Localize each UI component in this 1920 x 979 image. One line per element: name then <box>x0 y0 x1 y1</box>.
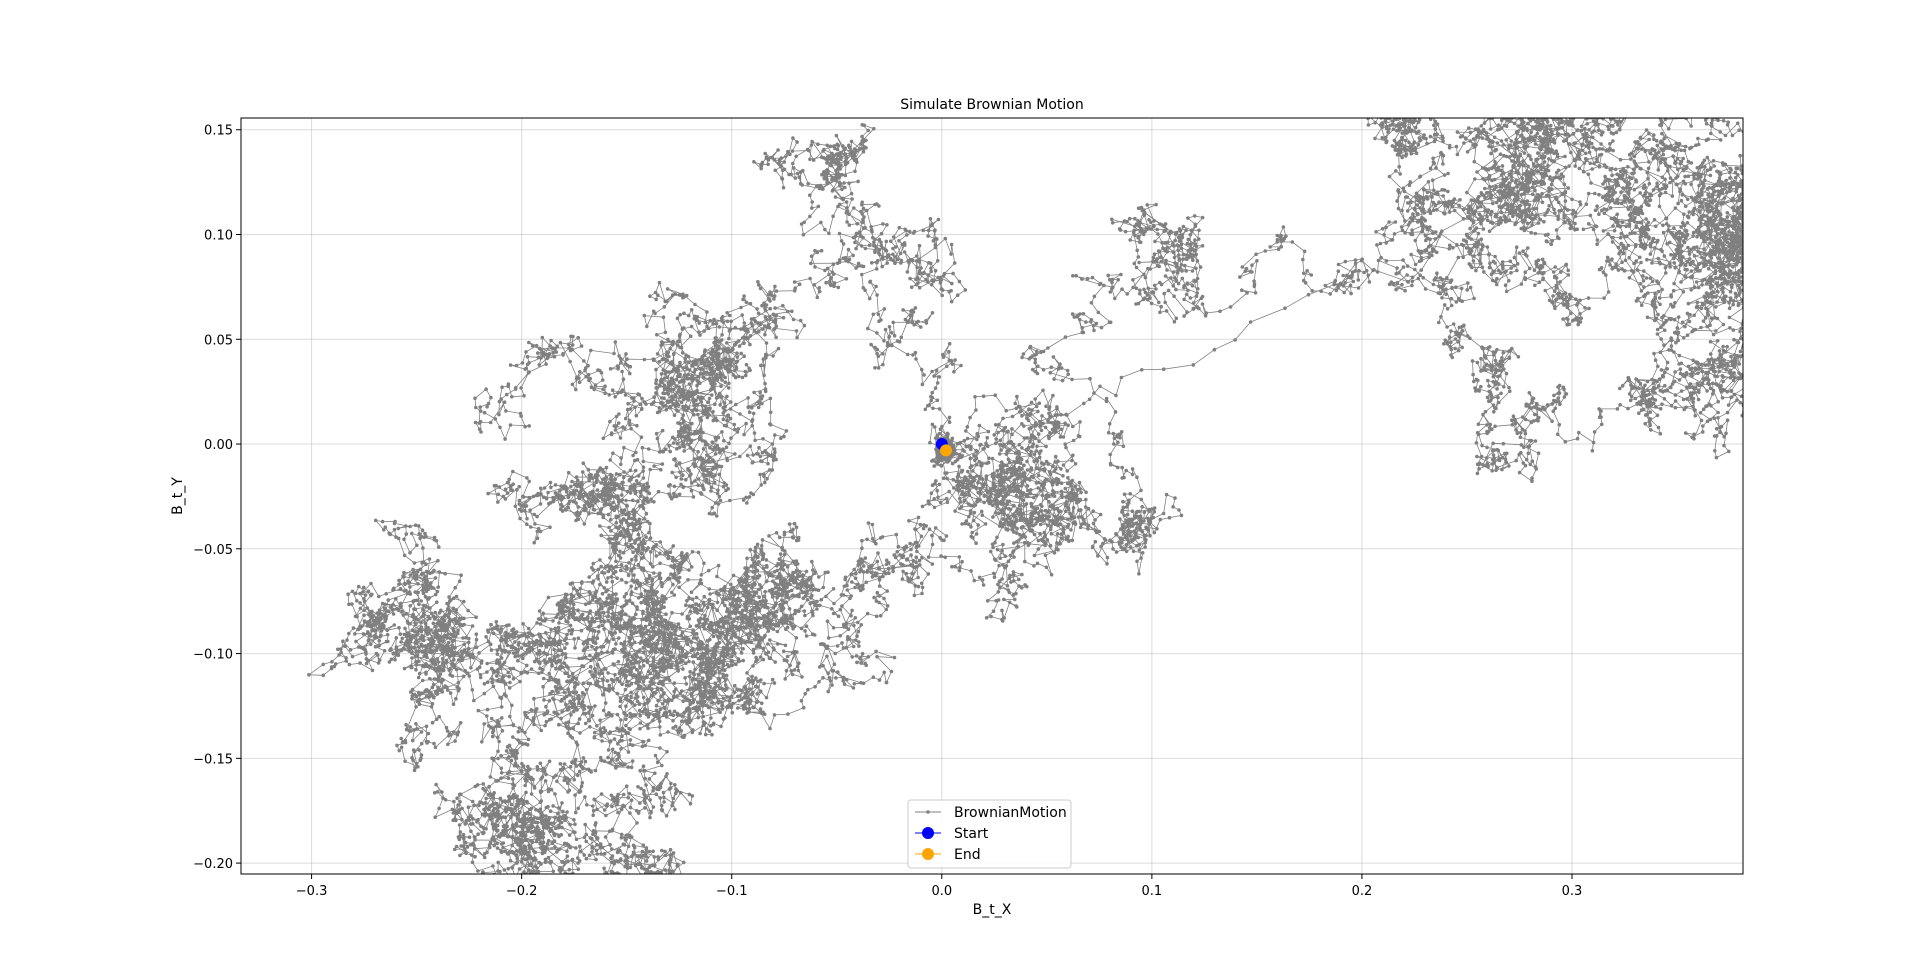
axes-frame <box>240 117 1744 875</box>
x-tick-label: 0.1 <box>1142 884 1163 899</box>
y-tick-label: −0.10 <box>193 648 233 663</box>
y-tick-label: −0.05 <box>193 543 233 558</box>
legend-box <box>907 799 1072 869</box>
legend-entry-start: Start <box>915 826 989 842</box>
x-tick-label: 0.0 <box>931 884 952 899</box>
legend-entry-brownianmotion: BrownianMotion <box>915 805 1067 821</box>
x-tick-label: 0.2 <box>1352 884 1373 899</box>
legend-marker-end <box>922 848 934 860</box>
x-tick-label: 0.3 <box>1562 884 1583 899</box>
legend-label-end: End <box>954 847 981 863</box>
x-axis-label: B_t_X <box>973 902 1012 918</box>
x-tick-label: −0.2 <box>506 884 538 899</box>
legend: BrownianMotion Start End <box>907 799 1072 869</box>
y-tick-label: 0.05 <box>204 333 233 348</box>
x-axis-ticks: −0.3 −0.2 −0.1 0.0 0.1 0.2 0.3 <box>296 874 1583 899</box>
y-tick-label: 0.15 <box>204 124 233 139</box>
y-tick-label: −0.15 <box>193 752 233 767</box>
chart-title: Simulate Brownian Motion <box>900 97 1084 113</box>
y-axis-label: B_t_Y <box>170 477 186 515</box>
y-tick-label: 0.10 <box>204 229 233 244</box>
plot-area <box>307 118 1743 874</box>
end-point <box>939 444 952 457</box>
y-axis-ticks: −0.20 −0.15 −0.10 −0.05 0.00 0.05 0.10 0.15 <box>193 124 241 872</box>
legend-marker-start <box>922 827 934 839</box>
legend-entry-end: End <box>915 847 981 863</box>
legend-label-brownianmotion: BrownianMotion <box>954 805 1067 821</box>
x-tick-label: −0.3 <box>296 884 328 899</box>
x-tick-label: −0.1 <box>716 884 748 899</box>
legend-marker-brownianmotion <box>926 810 930 814</box>
y-tick-label: −0.20 <box>193 857 233 872</box>
legend-label-start: Start <box>954 826 989 842</box>
y-tick-label: 0.00 <box>204 438 233 453</box>
